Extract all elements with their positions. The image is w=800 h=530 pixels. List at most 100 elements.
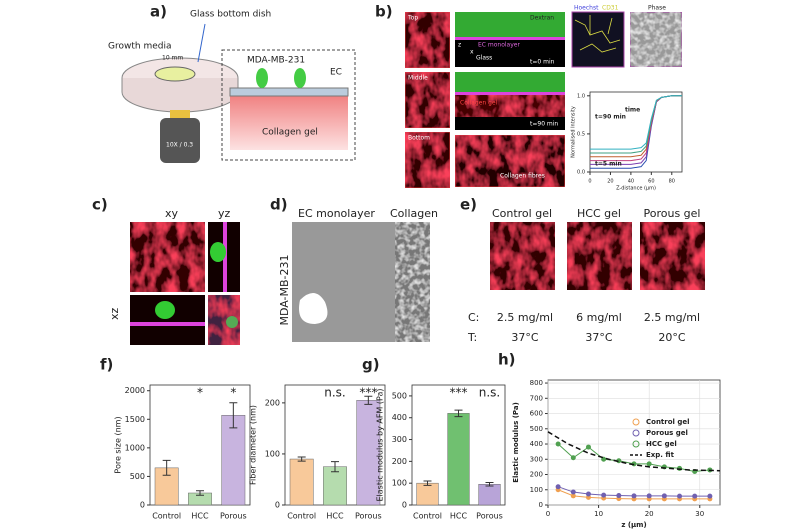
panel-d: d) EC monolayer Collagen MDA-MB-231 [270, 196, 438, 342]
y-tick-label: 0 [275, 501, 280, 510]
label: 2.5 mg/ml [644, 311, 700, 324]
y-tick-label: 700 [530, 394, 543, 402]
label: 10 mm [162, 55, 183, 62]
label: MDA-MB-231 [278, 254, 291, 325]
y-tick-label: 0.0 [577, 170, 585, 176]
series-line [590, 95, 682, 150]
y-axis-label: Pore size (nm) [114, 416, 123, 473]
label: Hoechst [574, 5, 599, 12]
label: xy [165, 207, 179, 220]
label: 10X / 0.3 [166, 142, 193, 149]
x-tick-label: HCC [191, 512, 209, 521]
annotation: t=90 min [595, 114, 626, 121]
point [692, 493, 698, 499]
legend-swatch [632, 418, 640, 426]
y-tick-label: 800 [530, 379, 543, 387]
x-tick-label: Porous [476, 512, 503, 521]
label: Middle [408, 75, 428, 82]
legend-entry: Exp. fit [646, 451, 675, 459]
annotation: time [625, 107, 640, 114]
cell [294, 68, 306, 88]
x-tick-label: Porous [220, 512, 247, 521]
bar [447, 413, 470, 506]
y-tick-label: 1000 [125, 443, 145, 452]
objective-ring [170, 110, 190, 118]
y-tick-label: 400 [392, 413, 407, 422]
y-axis-label: Elastic modulus by AFM (Pa) [376, 389, 385, 502]
error-bar [454, 409, 463, 418]
x-tick-label: Control [287, 512, 316, 521]
y-tick-label: 2000 [125, 386, 145, 395]
y-tick-label: 200 [265, 398, 280, 407]
image [404, 131, 451, 189]
label: EC monolayer [478, 42, 520, 49]
x-tick-label: 60 [648, 179, 654, 185]
y-axis-label: Elastic modulus (Pa) [512, 402, 520, 483]
panel-label: e) [460, 196, 477, 214]
point [616, 493, 622, 499]
dextran [455, 72, 565, 92]
label: Glass [476, 55, 492, 62]
image [454, 134, 566, 188]
series-line [590, 95, 682, 154]
bar [289, 458, 314, 506]
error-bar [423, 480, 432, 486]
label: HCC gel [577, 207, 621, 220]
x-tick-label: HCC [450, 512, 468, 521]
image [629, 11, 683, 68]
panel-label: f) [100, 356, 113, 374]
objective [160, 118, 200, 163]
x-tick-label: 80 [669, 179, 675, 185]
x-tick-label: 0 [546, 510, 550, 518]
y-tick-label: 400 [530, 440, 543, 448]
point [570, 493, 576, 499]
y-tick-label: 1500 [125, 415, 145, 424]
dish-side [121, 78, 239, 113]
plot-frame [589, 91, 683, 173]
annotation: n.s. [479, 386, 501, 400]
label: Control gel [492, 207, 552, 220]
label: MDA-MB-231 [247, 56, 305, 66]
panel-label: c) [92, 196, 108, 214]
error-bar [331, 461, 339, 473]
label: C: [468, 311, 479, 324]
label: Bottom [408, 135, 430, 142]
y-tick-label: 100 [265, 449, 280, 458]
panel-label: d) [270, 196, 288, 214]
series-line [547, 431, 721, 472]
error-bar [297, 456, 306, 462]
label: EC [330, 68, 342, 78]
label: 37°C [511, 331, 538, 344]
point [631, 493, 637, 499]
x-tick-label: Control [413, 512, 442, 521]
point [677, 493, 683, 499]
inset-box [221, 49, 356, 161]
y-tick-label: 0 [140, 501, 145, 510]
error-bar [485, 482, 494, 487]
error-bar [196, 490, 204, 496]
monolayer [455, 92, 565, 95]
point [570, 455, 576, 461]
image [571, 11, 625, 68]
annotation: t=5 min [595, 161, 622, 168]
x-tick-label: 30 [695, 510, 704, 518]
image [130, 222, 205, 292]
x-tick-label: 10 [594, 510, 603, 518]
monolayer [223, 222, 227, 292]
cell [226, 316, 238, 328]
y-axis-label: Normalised Intensity [571, 106, 577, 158]
cell [155, 301, 175, 319]
point [661, 493, 667, 499]
y-tick-label: 600 [530, 410, 543, 418]
error-bar [162, 459, 171, 476]
gel [154, 66, 196, 82]
annotation: n.s. [324, 386, 346, 400]
y-tick-label: 100 [392, 479, 407, 488]
label: EC monolayer [298, 207, 375, 220]
x-tick-label: 20 [645, 510, 654, 518]
label: t=0 min [530, 59, 555, 66]
monolayer [130, 322, 205, 326]
point [646, 461, 652, 467]
panel-b: b) Top Middle Bottom Dextran EC monolaye… [375, 3, 683, 189]
annotation: * [230, 386, 236, 400]
